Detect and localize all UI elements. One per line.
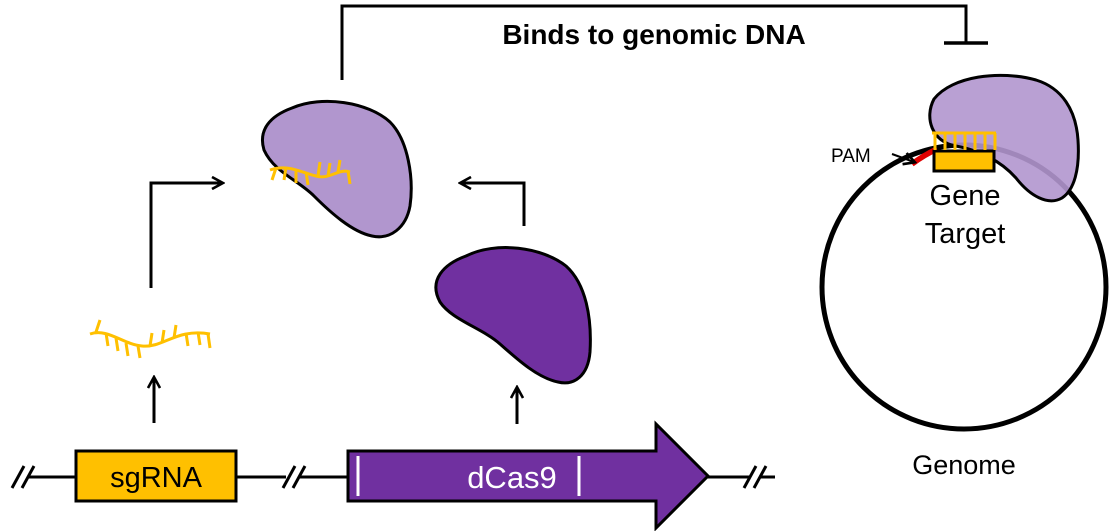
complex-protein [261,99,413,239]
genome-label: Genome [912,450,1016,480]
pam-arrow-icon [891,154,914,162]
dcas9-to-complex-arrow-icon [461,183,526,226]
sgrna-gene-label: sgRNA [110,462,203,494]
sgrna-gene-box [74,449,238,503]
sgrna-to-complex-arrow-icon [149,183,222,288]
dcas9-protein [434,246,592,385]
title: Binds to genomic DNA [502,19,805,50]
gene-target-label-line1: Gene [930,180,1001,212]
assembled-complex [261,99,413,239]
double-slash-break-icon [742,465,768,489]
free-sgrna-strand [89,319,212,359]
bound-sgrna-strand [932,131,997,150]
inhibition-connector [340,4,988,80]
double-slash-break-icon [10,465,36,489]
pam-label: PAM [831,146,871,167]
bound-complex [891,73,1080,203]
gene-target-box [932,149,996,173]
dcas9-gene-arrow [346,420,711,531]
double-slash-break-icon [281,465,307,489]
gene-target-label-line2: Target [925,218,1006,250]
complex-sgrna-strand [269,159,352,186]
dcas9-gene-label: dCas9 [467,460,557,495]
